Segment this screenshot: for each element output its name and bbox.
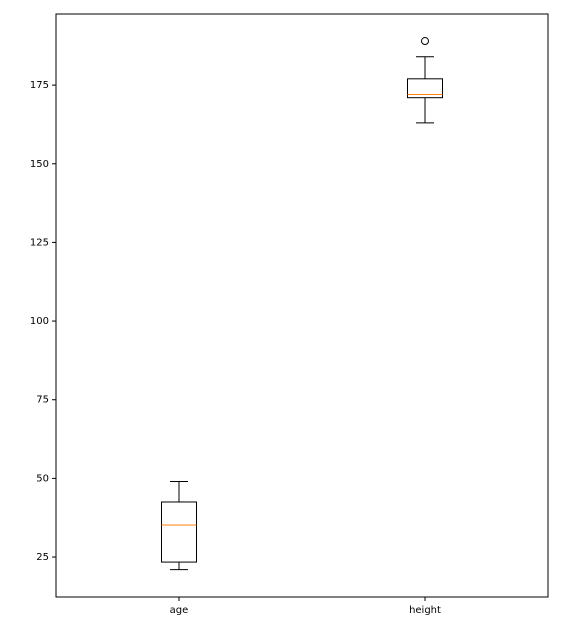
box bbox=[407, 78, 443, 99]
y-tick-label: 150 bbox=[30, 159, 49, 170]
plot-frame bbox=[55, 13, 549, 598]
y-tick-label: 75 bbox=[36, 395, 49, 406]
outlier bbox=[421, 37, 429, 46]
x-tick-label: age bbox=[170, 605, 189, 616]
y-tick-label: 50 bbox=[36, 473, 49, 484]
y-tick-label: 125 bbox=[30, 237, 49, 248]
y-tick-label: 25 bbox=[36, 552, 49, 563]
y-tick-label: 100 bbox=[30, 316, 49, 327]
box bbox=[161, 501, 197, 563]
y-tick-label: 175 bbox=[30, 80, 49, 91]
x-tick-label: height bbox=[409, 605, 441, 616]
